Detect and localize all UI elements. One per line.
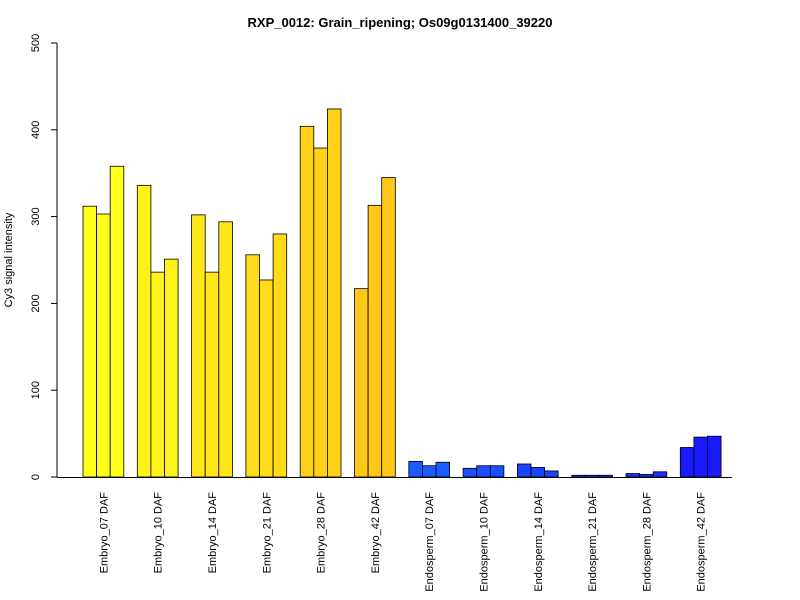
bar (326, 108, 342, 478)
bar (82, 205, 98, 478)
x-category-label: Embryo_21 DAF (261, 492, 273, 574)
bar (421, 465, 437, 478)
bar (408, 460, 423, 478)
bar (191, 214, 206, 478)
x-category-label: Embryo_28 DAF (316, 492, 328, 574)
bar (584, 474, 600, 478)
y-axis: 0 100 200 300 400 500 (30, 34, 58, 480)
bar (245, 254, 260, 478)
bar (571, 474, 586, 478)
bar (435, 461, 451, 478)
bar (136, 184, 152, 478)
y-tick-label: 500 (30, 34, 42, 52)
chart-title: RXP_0012: Grain_ripening; Os09g0131400_3… (248, 15, 553, 30)
bar (272, 233, 288, 478)
x-category-label: Embryo_14 DAF (207, 492, 219, 574)
bar (109, 165, 125, 478)
y-tick-label: 0 (30, 474, 42, 480)
x-category-label: Endosperm_07 DAF (424, 492, 436, 592)
bar (218, 221, 233, 478)
x-category-label: Endosperm_21 DAF (587, 492, 599, 592)
bar (707, 435, 722, 478)
bar (476, 465, 491, 478)
bar (96, 213, 111, 478)
x-axis-labels: Embryo_07 DAF Embryo_10 DAF Embryo_14 DAF E… (98, 492, 707, 592)
y-tick-label: 400 (30, 121, 42, 139)
bar (259, 279, 274, 478)
bar (150, 271, 165, 478)
x-category-label: Endosperm_14 DAF (533, 492, 545, 592)
bar (639, 473, 654, 478)
bar (517, 463, 532, 478)
y-tick-label: 200 (30, 294, 42, 312)
x-category-label: Embryo_10 DAF (153, 492, 165, 574)
bar (313, 147, 328, 478)
bar (164, 258, 179, 478)
bar (367, 204, 383, 478)
bar (489, 465, 505, 478)
x-category-label: Embryo_07 DAF (98, 492, 110, 574)
y-tick-label: 100 (30, 381, 42, 399)
y-axis-label: Cy3 signal intensity (3, 212, 15, 307)
bar (381, 177, 396, 478)
bar (679, 447, 695, 478)
bar (544, 470, 559, 478)
x-category-label: Endosperm_10 DAF (479, 492, 491, 592)
x-category-label: Embryo_42 DAF (370, 492, 382, 574)
bar (598, 474, 613, 478)
y-tick-label: 300 (30, 207, 42, 225)
x-category-label: Endosperm_42 DAF (696, 492, 708, 592)
bar (530, 467, 546, 478)
bar (462, 467, 478, 478)
bars-group (82, 108, 722, 478)
bar (299, 125, 315, 478)
bar (354, 288, 369, 478)
bar (204, 271, 220, 478)
bar (625, 473, 641, 478)
bar (693, 436, 708, 478)
x-category-label: Endosperm_28 DAF (641, 492, 653, 592)
bar (652, 471, 668, 478)
